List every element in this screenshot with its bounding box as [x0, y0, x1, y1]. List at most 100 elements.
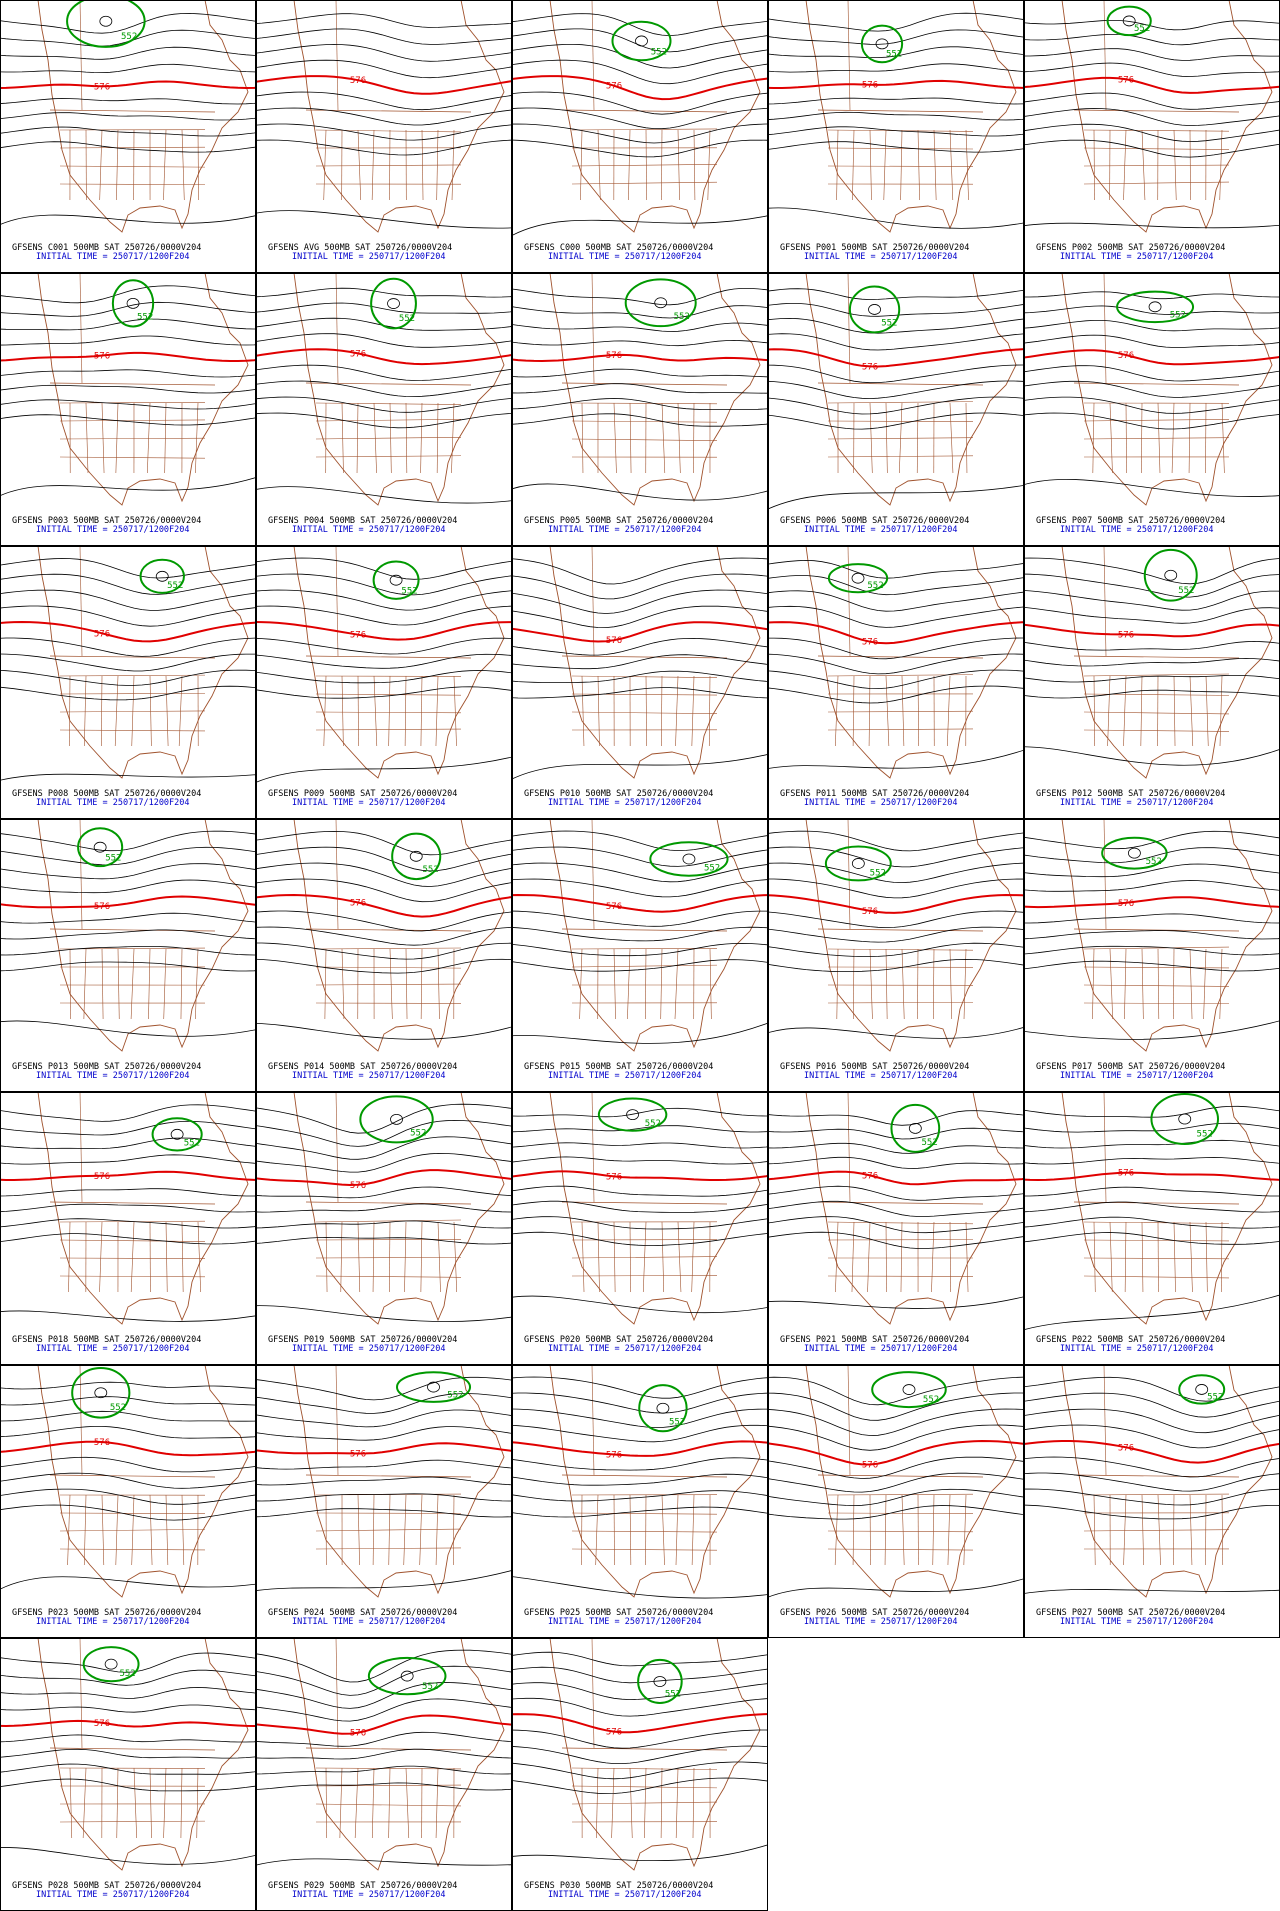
panel-border — [0, 273, 256, 546]
map-panel: 576 552 GFSENS P018 500MB SAT 250726/0000V… — [0, 1092, 256, 1365]
contour-line — [256, 1748, 512, 1760]
state-line — [1083, 711, 1230, 715]
map-body — [256, 546, 512, 783]
state-line — [59, 402, 206, 404]
contour-line — [512, 1473, 768, 1486]
low-center — [1178, 1113, 1192, 1125]
contour-line — [256, 139, 512, 156]
contour-line — [512, 1682, 768, 1701]
contour-576 — [0, 1440, 256, 1457]
state-line — [827, 437, 974, 440]
contour-552 — [66, 0, 146, 48]
contour-576 — [0, 80, 256, 90]
state-line — [571, 438, 718, 441]
state-line — [315, 419, 462, 422]
coastline — [1061, 0, 1273, 233]
contour-label: 552 — [1178, 586, 1194, 596]
contour-line — [1024, 108, 1280, 127]
contour-line — [512, 1216, 768, 1230]
contour-label: 552 — [867, 581, 883, 591]
state-line — [315, 711, 462, 714]
contour-line — [512, 91, 768, 115]
contour-576 — [0, 620, 256, 643]
state-line — [115, 402, 119, 474]
coastline — [549, 0, 761, 233]
contour-label: 552 — [105, 853, 121, 863]
coastline — [293, 0, 505, 233]
contour-552 — [370, 277, 417, 330]
contour-line — [512, 878, 768, 898]
map-panel: 576 552 GFSENS P005 500MB SAT 250726/0000V… — [512, 273, 768, 546]
contour-label: 552 — [121, 32, 137, 42]
state-line — [852, 675, 855, 747]
contour-line — [768, 1110, 1024, 1126]
low-center — [1148, 301, 1162, 313]
contour-line — [0, 112, 256, 121]
contour-label: 552 — [184, 1139, 200, 1149]
state-line — [853, 948, 855, 1020]
low-center — [170, 1128, 184, 1140]
contour-line — [512, 1651, 768, 1667]
contour-label: 576 — [862, 907, 878, 917]
contour-552 — [624, 278, 697, 328]
contour-line — [0, 1203, 256, 1213]
contour-552 — [848, 285, 901, 334]
panel-border — [0, 1365, 256, 1638]
state-line — [325, 1221, 328, 1293]
contour-line — [0, 1763, 256, 1775]
panel-border — [512, 0, 768, 273]
contour-line — [256, 1186, 512, 1199]
contour-552 — [367, 1656, 447, 1696]
state-line — [435, 675, 439, 747]
state-line — [164, 402, 167, 474]
low-center — [427, 1381, 440, 1393]
contour-552 — [649, 841, 729, 877]
state-line — [597, 675, 600, 747]
state-line — [181, 1494, 185, 1566]
contour-line — [512, 123, 768, 144]
low-center — [653, 1676, 667, 1687]
state-line — [1083, 1239, 1230, 1242]
contour-552 — [391, 832, 442, 881]
contour-576 — [256, 893, 512, 918]
map-panel: 576 552 GFSENS P021 500MB SAT 250726/0000V… — [768, 1092, 1024, 1365]
contour-line — [256, 1459, 512, 1470]
contour-line — [0, 29, 256, 47]
state-line — [357, 1494, 360, 1566]
contour-line — [512, 28, 768, 53]
panel-label: GFSENS P019 500MB SAT 250726/0000V204 — [268, 1335, 457, 1345]
state-line — [388, 1767, 391, 1839]
contour-576 — [256, 621, 512, 641]
contour-576 — [1024, 76, 1280, 94]
init-time: INITIAL TIME = 250717/1200F204 — [1060, 1344, 1214, 1354]
map-panel: 576 552 GFSENS P004 500MB SAT 250726/0000V… — [256, 273, 512, 546]
low-center — [409, 850, 423, 862]
state-line — [1141, 129, 1146, 201]
contour-label: 552 — [886, 50, 902, 60]
border — [49, 928, 216, 932]
state-line — [315, 1256, 462, 1259]
state-line — [1083, 729, 1230, 732]
init-time: INITIAL TIME = 250717/1200F204 — [804, 525, 958, 535]
border — [591, 0, 595, 111]
state-line — [900, 129, 903, 201]
state-line — [165, 1221, 168, 1293]
state-line — [354, 1767, 359, 1839]
coastline — [1061, 546, 1273, 779]
state-line — [69, 1767, 73, 1839]
contour-line — [768, 669, 1024, 690]
contour-label: 576 — [350, 1181, 366, 1191]
contour-line — [0, 879, 256, 894]
contour-label: 576 — [350, 631, 366, 641]
contour-line — [512, 339, 768, 347]
contour-line — [768, 605, 1024, 628]
contour-line — [1024, 960, 1280, 972]
contour-line — [256, 28, 512, 45]
contour-label: 576 — [606, 1450, 622, 1460]
state-line — [581, 1221, 585, 1293]
border — [1073, 1474, 1240, 1478]
contour-line — [0, 1381, 256, 1390]
contour-line — [256, 653, 512, 669]
map-panel: 576 552 GFSENS P020 500MB SAT 250726/0000V… — [512, 1092, 768, 1365]
contour-line — [768, 380, 1024, 400]
